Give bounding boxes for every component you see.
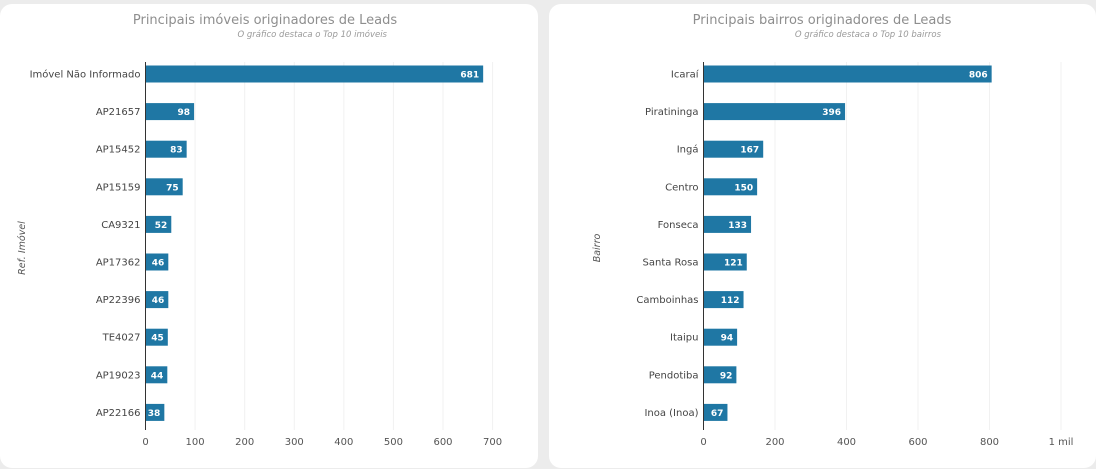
y-category-label: Pendotiba [649, 370, 699, 381]
bar[interactable] [145, 140, 187, 158]
y-category-label: Itaipu [670, 333, 698, 344]
bar[interactable] [145, 403, 165, 421]
y-category-label: TE4027 [102, 333, 141, 344]
x-tick-label: 700 [483, 437, 502, 448]
bar-value-label: 396 [822, 108, 841, 118]
bar-value-label: 46 [152, 259, 165, 269]
bar[interactable] [145, 215, 172, 233]
bar-value-label: 681 [460, 71, 479, 81]
bar[interactable] [703, 178, 758, 196]
bar-value-label: 133 [728, 221, 747, 231]
y-category-label: AP15159 [96, 182, 141, 193]
chart-imoveis-svg: Principais imóveis originadores de Leads… [17, 13, 502, 448]
bar[interactable] [145, 328, 168, 346]
bar[interactable] [703, 403, 728, 421]
y-category-label: Santa Rosa [643, 258, 699, 269]
chart-panel-bairros: Principais bairros originadores de Leads… [549, 4, 1096, 468]
x-tick-label: 200 [765, 437, 784, 448]
y-category-label: Centro [665, 182, 698, 193]
bar-value-label: 75 [166, 183, 179, 193]
bar[interactable] [703, 65, 992, 83]
y-category-label: AP15452 [96, 145, 141, 156]
bar-value-label: 98 [178, 108, 191, 118]
y-category-label: Inoa (Inoa) [644, 408, 698, 419]
chart-title: Principais bairros originadores de Leads [693, 13, 952, 28]
y-category-label: AP22396 [96, 295, 141, 306]
x-tick-label: 400 [837, 437, 856, 448]
y-category-label: Camboinhas [636, 295, 698, 306]
bar-value-label: 46 [152, 296, 165, 306]
bar-value-label: 44 [151, 371, 164, 381]
chart-bairros-svg: Principais bairros originadores de Leads… [592, 13, 1073, 448]
bar-value-label: 167 [740, 146, 759, 156]
bar-value-label: 83 [170, 146, 183, 156]
chart-subtitle: O gráfico destaca o Top 10 imóveis [238, 29, 388, 40]
bar[interactable] [703, 291, 744, 309]
bar-value-label: 150 [734, 183, 753, 193]
bar[interactable] [145, 178, 183, 196]
y-category-label: Icaraí [671, 69, 700, 81]
x-tick-label: 0 [700, 437, 706, 448]
bar[interactable] [703, 103, 846, 121]
x-tick-label: 600 [908, 437, 927, 448]
bar[interactable] [703, 215, 752, 233]
y-category-label: Fonseca [658, 220, 699, 231]
bar[interactable] [703, 366, 737, 384]
bar[interactable] [703, 253, 747, 271]
x-tick-label: 200 [235, 437, 254, 448]
bar-value-label: 52 [155, 221, 168, 231]
x-tick-label: 600 [433, 437, 452, 448]
bar[interactable] [145, 65, 484, 83]
x-tick-label: 800 [980, 437, 999, 448]
bar[interactable] [145, 103, 195, 121]
bar[interactable] [145, 253, 169, 271]
bar-value-label: 92 [720, 371, 733, 381]
chart-panel-imoveis: Principais imóveis originadores de Leads… [0, 4, 538, 468]
y-axis-title: Bairro [592, 234, 603, 263]
y-category-label: CA9321 [101, 220, 140, 231]
chart-subtitle: O gráfico destaca o Top 10 bairros [795, 30, 942, 40]
bar-value-label: 112 [721, 296, 740, 306]
y-category-label: AP19023 [96, 370, 141, 381]
bar-value-label: 806 [969, 71, 988, 81]
chart-marks: 0 100 200 300 400 500 600 700 681 Imóvel Não Info… [30, 62, 502, 448]
x-tick-label: 1 mil [1049, 437, 1074, 448]
bar-value-label: 94 [721, 334, 734, 344]
bar[interactable] [145, 291, 169, 309]
x-tick-label: 0 [142, 437, 148, 448]
y-category-label: AP22166 [96, 408, 141, 419]
bar[interactable] [703, 328, 738, 346]
y-category-label: AP17362 [96, 258, 141, 269]
bar-value-label: 67 [711, 409, 724, 419]
bar[interactable] [145, 366, 168, 384]
chart-title: Principais imóveis originadores de Leads [133, 13, 397, 28]
y-category-label: Ingá [677, 144, 699, 156]
bar-value-label: 38 [148, 409, 161, 419]
y-category-label: Piratininga [645, 107, 698, 118]
x-tick-label: 500 [384, 437, 403, 448]
x-tick-label: 100 [186, 437, 205, 448]
bar[interactable] [703, 140, 764, 158]
y-category-label: Imóvel Não Informado [30, 69, 141, 81]
bar-value-label: 121 [724, 259, 743, 269]
bar-value-label: 45 [151, 334, 164, 344]
x-tick-label: 300 [285, 437, 304, 448]
y-axis-title: Ref. Imóvel [17, 221, 28, 275]
chart-marks: 0 200 400 600 800 1 mil 806 Icaraí 396 Piratining… [636, 62, 1073, 448]
y-category-label: AP21657 [96, 107, 141, 118]
x-tick-label: 400 [334, 437, 353, 448]
